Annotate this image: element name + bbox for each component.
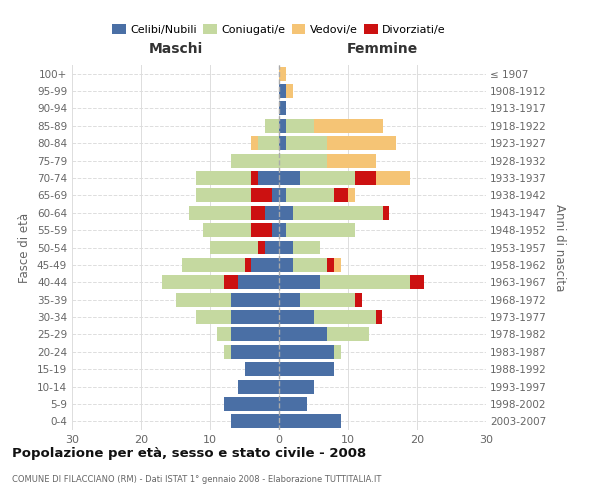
- Bar: [376, 310, 383, 324]
- Bar: [279, 292, 300, 306]
- Bar: [328, 258, 341, 272]
- Bar: [231, 414, 279, 428]
- Text: COMUNE DI FILACCIANO (RM) - Dati ISTAT 1° gennaio 2008 - Elaborazione TUTTITALIA: COMUNE DI FILACCIANO (RM) - Dati ISTAT 1…: [12, 475, 382, 484]
- Bar: [286, 188, 334, 202]
- Text: Popolazione per età, sesso e stato civile - 2008: Popolazione per età, sesso e stato civil…: [12, 448, 366, 460]
- Bar: [279, 276, 320, 289]
- Bar: [279, 102, 286, 116]
- Bar: [279, 171, 300, 185]
- Bar: [210, 240, 265, 254]
- Bar: [314, 119, 383, 133]
- Bar: [224, 276, 238, 289]
- Bar: [328, 136, 397, 150]
- Bar: [279, 397, 307, 411]
- Bar: [286, 136, 328, 150]
- Bar: [259, 171, 279, 185]
- Bar: [224, 397, 279, 411]
- Legend: Celibi/Nubili, Coniugati/e, Vedovi/e, Divorziati/e: Celibi/Nubili, Coniugati/e, Vedovi/e, Di…: [108, 20, 450, 39]
- Bar: [224, 345, 231, 358]
- Bar: [238, 276, 279, 289]
- Text: Femmine: Femmine: [347, 42, 418, 56]
- Bar: [196, 188, 272, 202]
- Bar: [279, 188, 286, 202]
- Bar: [293, 240, 320, 254]
- Bar: [279, 362, 334, 376]
- Bar: [286, 119, 314, 133]
- Bar: [279, 66, 286, 80]
- Bar: [272, 188, 279, 202]
- Bar: [251, 206, 265, 220]
- Bar: [286, 84, 293, 98]
- Bar: [245, 258, 251, 272]
- Bar: [410, 276, 424, 289]
- Bar: [251, 188, 272, 202]
- Bar: [383, 206, 389, 220]
- Bar: [334, 188, 355, 202]
- Bar: [328, 154, 376, 168]
- Bar: [279, 240, 293, 254]
- Bar: [231, 154, 279, 168]
- Bar: [231, 310, 279, 324]
- Bar: [176, 292, 231, 306]
- Bar: [279, 119, 286, 133]
- Bar: [182, 258, 251, 272]
- Bar: [231, 328, 279, 342]
- Bar: [279, 345, 334, 358]
- Y-axis label: Anni di nascita: Anni di nascita: [553, 204, 566, 291]
- Bar: [300, 292, 355, 306]
- Bar: [334, 188, 348, 202]
- Bar: [217, 328, 231, 342]
- Bar: [279, 136, 286, 150]
- Bar: [279, 154, 328, 168]
- Bar: [203, 223, 272, 237]
- Bar: [355, 171, 410, 185]
- Bar: [279, 414, 341, 428]
- Bar: [355, 292, 362, 306]
- Bar: [190, 206, 265, 220]
- Bar: [410, 276, 417, 289]
- Bar: [279, 380, 314, 394]
- Bar: [279, 223, 286, 237]
- Bar: [328, 328, 368, 342]
- Bar: [251, 136, 259, 150]
- Bar: [355, 171, 376, 185]
- Bar: [314, 310, 376, 324]
- Bar: [251, 223, 272, 237]
- Bar: [328, 258, 334, 272]
- Bar: [320, 276, 410, 289]
- Bar: [293, 258, 328, 272]
- Bar: [334, 345, 341, 358]
- Bar: [265, 240, 279, 254]
- Bar: [259, 136, 279, 150]
- Bar: [383, 206, 389, 220]
- Bar: [279, 206, 293, 220]
- Bar: [231, 345, 279, 358]
- Bar: [245, 362, 279, 376]
- Bar: [196, 310, 231, 324]
- Bar: [293, 206, 383, 220]
- Bar: [279, 258, 293, 272]
- Bar: [251, 258, 279, 272]
- Bar: [279, 328, 328, 342]
- Bar: [300, 171, 355, 185]
- Bar: [279, 310, 314, 324]
- Bar: [286, 223, 355, 237]
- Bar: [196, 171, 259, 185]
- Bar: [265, 119, 279, 133]
- Bar: [259, 240, 265, 254]
- Bar: [231, 292, 279, 306]
- Bar: [279, 84, 286, 98]
- Text: Maschi: Maschi: [148, 42, 203, 56]
- Y-axis label: Fasce di età: Fasce di età: [19, 212, 31, 282]
- Bar: [272, 223, 279, 237]
- Bar: [238, 380, 279, 394]
- Bar: [265, 206, 279, 220]
- Bar: [162, 276, 238, 289]
- Bar: [251, 171, 259, 185]
